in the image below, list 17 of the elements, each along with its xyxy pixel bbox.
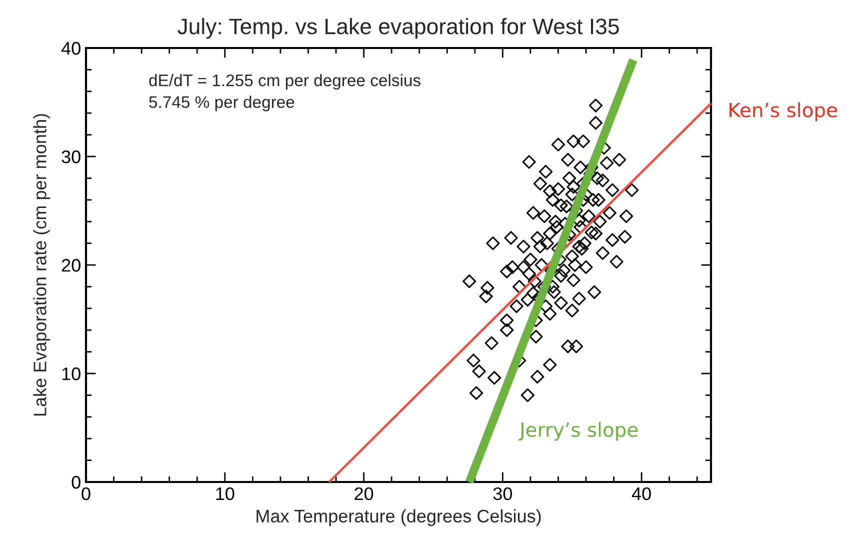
x-tick-label: 0 xyxy=(82,487,90,500)
x-tick-label: 20 xyxy=(354,487,374,500)
x-tick-label: 10 xyxy=(216,487,234,500)
annotation: 5.745 % per degree xyxy=(149,96,294,112)
x-tick-label: 40 xyxy=(632,487,651,500)
y-tick-label: 0 xyxy=(72,476,80,489)
chart-title: July: Temp. vs Lake evaporation for West I35 xyxy=(178,18,619,39)
series-label: Ken’s slope xyxy=(730,102,837,122)
y-axis-title: Lake Evaporation rate (cm per month) xyxy=(33,114,50,416)
y-tick-label: 40 xyxy=(61,42,80,55)
x-axis-title: Max Temperature (degrees Celsius) xyxy=(256,509,541,526)
series-label: Jerry’s slope xyxy=(518,422,638,441)
y-tick-label: 30 xyxy=(62,150,80,164)
annotation: dE/dT = 1.255 cm per degree celsius xyxy=(149,74,420,90)
x-tick-label: 30 xyxy=(493,487,512,500)
y-tick-label: 20 xyxy=(62,258,80,272)
y-tick-label: 10 xyxy=(62,367,80,380)
